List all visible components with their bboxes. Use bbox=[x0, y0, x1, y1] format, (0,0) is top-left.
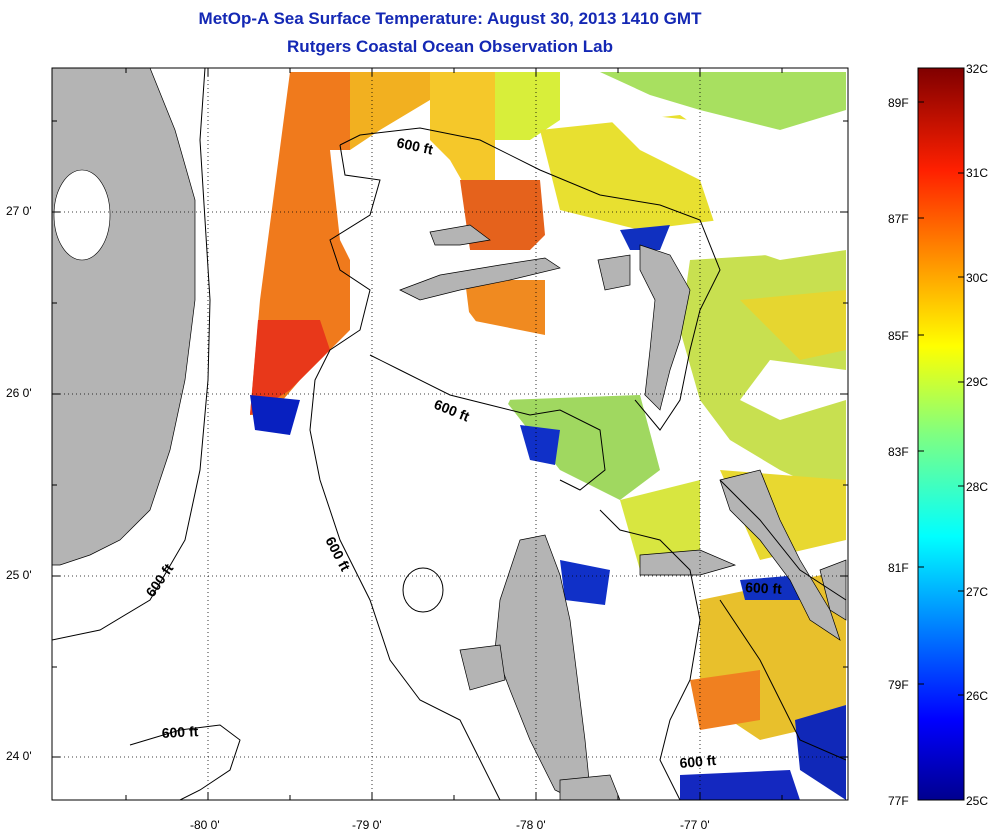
colorbar-celsius-label: 29C bbox=[966, 375, 989, 389]
isobath-straits bbox=[309, 144, 501, 800]
sst-cold-patch-8 bbox=[740, 575, 800, 600]
sst-orange-south bbox=[465, 280, 545, 335]
sst-warm-north bbox=[350, 72, 430, 150]
colorbar-celsius-label: 30C bbox=[966, 271, 989, 285]
isobath-northeast-providence bbox=[369, 354, 606, 491]
colorbar-fahrenheit-label: 87F bbox=[888, 212, 909, 226]
colorbar-fahrenheit-label: 85F bbox=[888, 329, 909, 343]
isobath-eleuthera bbox=[719, 479, 847, 601]
contour-label: 600 ft bbox=[395, 134, 434, 157]
sst-orange-patch bbox=[460, 180, 545, 250]
sst-cold-patch-1 bbox=[560, 560, 610, 605]
colorbar-fahrenheit-label: 89F bbox=[888, 96, 909, 110]
sst-cold-patch-2 bbox=[520, 425, 560, 465]
sst-hot-band bbox=[250, 320, 330, 415]
lat-lon-grid bbox=[52, 68, 848, 800]
andros-north-cays bbox=[459, 644, 506, 691]
colorbar-celsius-label: 26C bbox=[966, 689, 989, 703]
isobath-exuma bbox=[719, 599, 847, 761]
y-tick-label: 24 0' bbox=[6, 749, 32, 763]
sst-green-central bbox=[505, 395, 660, 500]
contour-label: 600 ft bbox=[745, 579, 783, 597]
contour-label: 600 ft bbox=[679, 752, 717, 771]
lake-okeechobee bbox=[53, 169, 111, 261]
colorbar bbox=[917, 67, 965, 801]
ragged-cays bbox=[559, 774, 621, 800]
grand-bahama bbox=[399, 257, 561, 301]
sst-cold-patch-4 bbox=[795, 705, 846, 800]
colorbar-fahrenheit-label: 83F bbox=[888, 445, 909, 459]
isobath-little-bahama-bank bbox=[339, 127, 721, 431]
y-tick-label: 26 0' bbox=[6, 386, 32, 400]
axis-ticks bbox=[52, 68, 848, 800]
isobath-florida bbox=[52, 68, 211, 641]
grand-bahama-west bbox=[429, 224, 491, 246]
colorbar-fahrenheit-label: 77F bbox=[888, 794, 909, 808]
contour-label: 600 ft bbox=[161, 723, 199, 741]
colorbar-celsius-label: 27C bbox=[966, 585, 989, 599]
y-tick-label: 25 0' bbox=[6, 568, 32, 582]
sst-cold-patch-5 bbox=[680, 770, 800, 800]
map-frame bbox=[51, 67, 849, 801]
great-abaco bbox=[639, 244, 691, 411]
colorbar-celsius-label: 32C bbox=[966, 62, 989, 76]
eleuthera bbox=[719, 469, 841, 641]
sst-data-layer bbox=[250, 72, 846, 800]
y-tick-label: 27 0' bbox=[6, 204, 32, 218]
abaco-cays bbox=[597, 254, 631, 291]
new-providence bbox=[639, 549, 737, 576]
x-tick-label: -80 0' bbox=[190, 818, 220, 832]
map-subtitle: Rutgers Coastal Ocean Observation Lab bbox=[287, 37, 613, 56]
colorbar-fahrenheit-label: 79F bbox=[888, 678, 909, 692]
colorbar-celsius-label: 25C bbox=[966, 794, 989, 808]
x-tick-label: -79 0' bbox=[352, 818, 382, 832]
cat-island bbox=[819, 559, 847, 621]
sst-yellow-mid bbox=[620, 480, 700, 570]
sst-cold-patch-6 bbox=[620, 225, 670, 250]
colorbar-ticks bbox=[918, 67, 964, 696]
colorbar-celsius-label: 28C bbox=[966, 480, 989, 494]
x-tick-label: -78 0' bbox=[516, 818, 546, 832]
colorbar-fahrenheit-label: 81F bbox=[888, 561, 909, 575]
isobath-seamount bbox=[402, 567, 444, 613]
sst-yellow-patch bbox=[740, 290, 846, 360]
map-title: MetOp-A Sea Surface Temperature: August … bbox=[198, 9, 702, 28]
sst-cold-patch-3 bbox=[250, 395, 300, 435]
sst-lime-ne bbox=[600, 72, 846, 130]
colorbar-celsius-label: 31C bbox=[966, 166, 989, 180]
sst-orange-se bbox=[690, 670, 760, 730]
x-tick-label: -77 0' bbox=[680, 818, 710, 832]
isobath-cay-sal bbox=[129, 724, 241, 800]
sst-lime-north bbox=[495, 72, 560, 140]
